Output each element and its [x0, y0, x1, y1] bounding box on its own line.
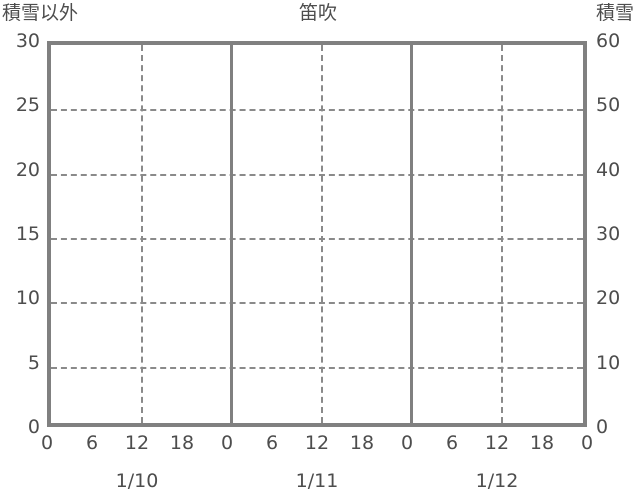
plot-inner [51, 45, 583, 423]
x-axis-tick-label: 0 [580, 432, 594, 454]
y-axis-right-tick-label: 10 [596, 351, 621, 374]
x-axis-day-label: 1/10 [115, 470, 159, 492]
y-axis-right-tick-label: 40 [596, 158, 621, 181]
right-axis-caption: 積雪 [595, 2, 634, 24]
day-boundary-line [409, 45, 413, 423]
x-axis-tick-label: 0 [400, 432, 414, 454]
day-boundary-line [229, 45, 233, 423]
y-axis-left-tick-label: 10 [15, 287, 40, 310]
x-axis-tick-label: 12 [484, 432, 510, 454]
left-axis-caption: 積雪以外 [2, 2, 79, 24]
x-axis-tick-label: 18 [169, 432, 195, 454]
x-axis-tick-label: 0 [40, 432, 54, 454]
y-axis-left-tick-label: 15 [15, 223, 40, 245]
x-axis-tick-label: 6 [265, 432, 279, 454]
x-axis-tick-label: 18 [529, 432, 555, 454]
gridline-horizontal [51, 173, 583, 176]
y-axis-right-tick-label: 50 [596, 94, 621, 117]
y-axis-left-tick-label: 0 [27, 416, 40, 438]
y-axis-right-tick-label: 30 [596, 223, 621, 245]
gridline-vertical [141, 45, 143, 423]
plot-area [47, 41, 587, 427]
gridline-horizontal [51, 302, 583, 305]
y-axis-right-tick-label: 0 [596, 416, 609, 438]
y-axis-left-tick-label: 5 [27, 351, 40, 374]
gridline-horizontal [51, 109, 583, 112]
x-axis-day-label: 1/11 [295, 470, 339, 492]
x-axis-tick-label: 18 [349, 432, 375, 454]
x-axis-day-label: 1/12 [475, 470, 519, 492]
y-axis-right-tick-label: 20 [596, 287, 621, 310]
x-axis-tick-label: 6 [85, 432, 99, 454]
y-axis-right-tick-label: 60 [596, 30, 621, 52]
x-axis-tick-label: 12 [124, 432, 150, 454]
gridline-vertical [321, 45, 323, 423]
y-axis-left-tick-label: 30 [15, 30, 40, 52]
x-axis-tick-label: 0 [220, 432, 234, 454]
gridline-vertical [501, 45, 503, 423]
gridline-horizontal [51, 238, 583, 240]
chart-title: 笛吹 [298, 2, 337, 24]
gridline-horizontal [51, 366, 583, 369]
y-axis-left-tick-label: 20 [15, 158, 40, 181]
y-axis-left-tick-label: 25 [15, 94, 40, 117]
x-axis-tick-label: 6 [445, 432, 459, 454]
x-axis-tick-label: 12 [304, 432, 330, 454]
